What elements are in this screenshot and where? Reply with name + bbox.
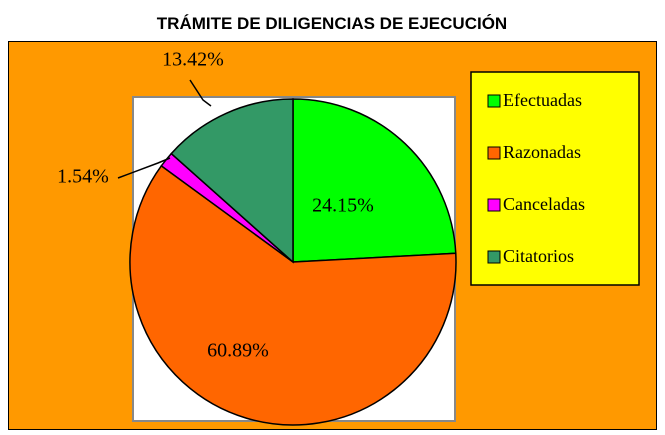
legend-items: Efectuadas Razonadas Canceladas Citatorios: [487, 90, 585, 266]
data-label: 60.89%: [207, 340, 269, 362]
pie-slice: [170, 98, 294, 264]
leader-line: [189, 79, 212, 107]
data-label: 13.42%: [162, 49, 224, 71]
chart-title: TRÁMITE DE DILIGENCIAS DE EJECUCIÓN: [157, 14, 507, 33]
data-label: 1.54%: [57, 166, 109, 188]
pie-slice: [292, 98, 457, 263]
legend-label: Efectuadas: [503, 90, 582, 110]
legend-label: Citatorios: [503, 246, 574, 266]
legend-swatch: [487, 146, 501, 160]
legend-label: Canceladas: [503, 194, 585, 214]
leader-line: [117, 157, 171, 179]
legend-swatch: [487, 198, 501, 212]
legend-swatch: [487, 94, 501, 108]
pie-slice: [129, 164, 457, 426]
legend-label: Razonadas: [503, 142, 581, 162]
legend-swatch: [487, 250, 501, 264]
pie: 24.15% 60.89% 1.54% 13.42%: [57, 49, 457, 426]
data-label: 24.15%: [312, 195, 374, 217]
